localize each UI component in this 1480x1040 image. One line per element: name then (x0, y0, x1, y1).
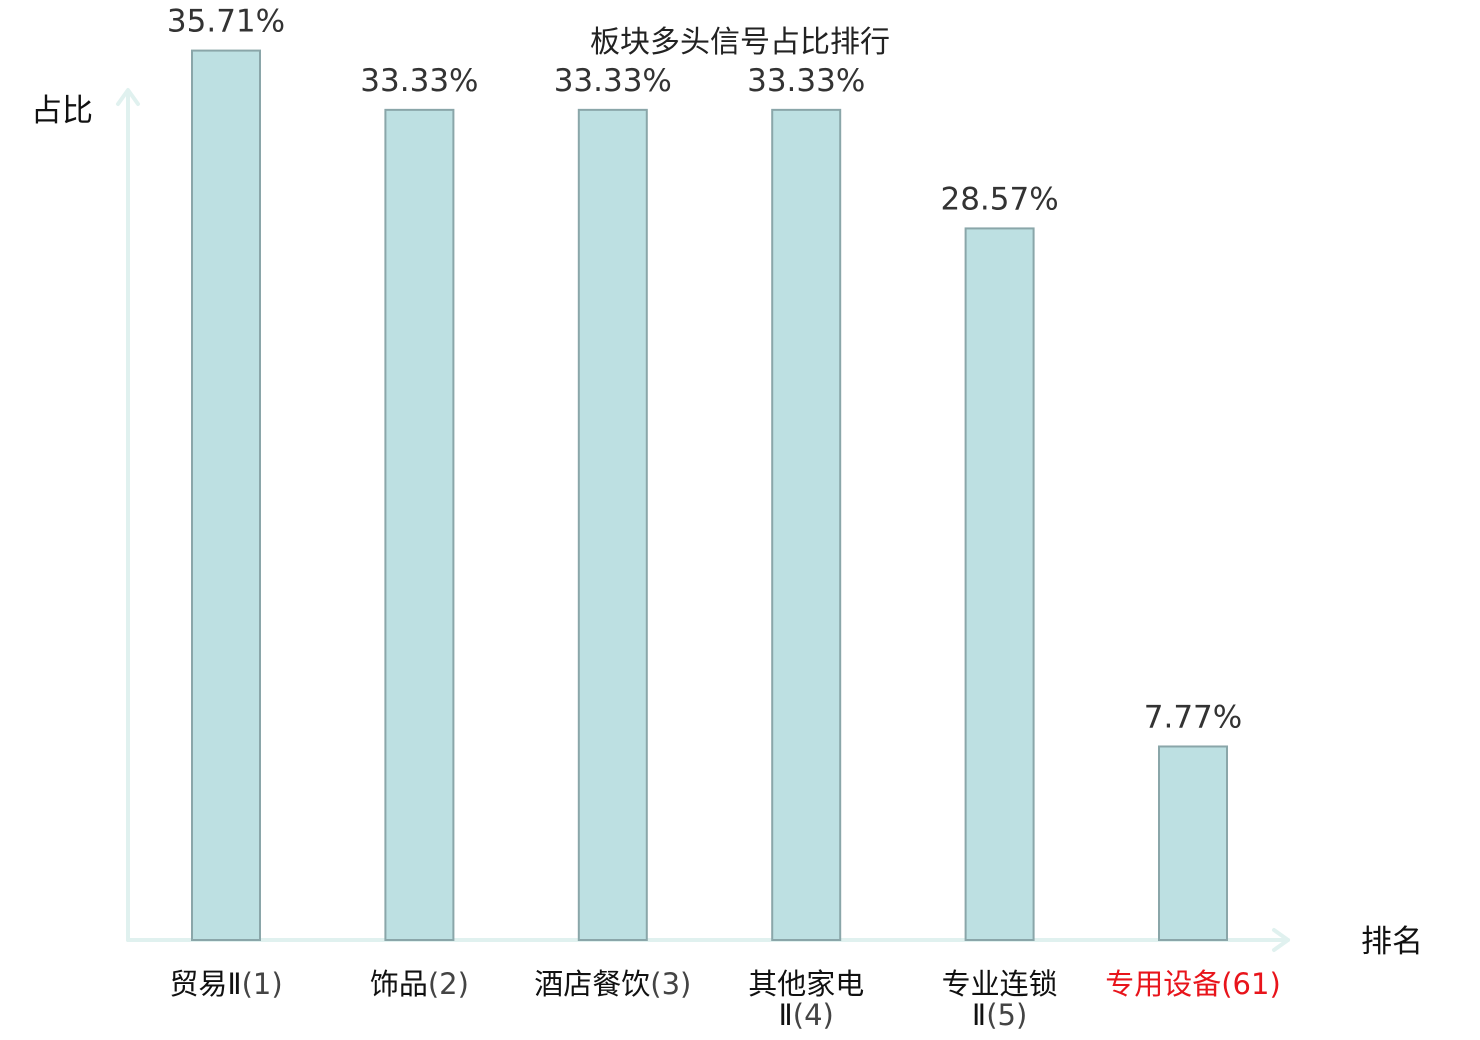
x-tick-label: 饰品(2) (370, 967, 469, 1001)
bar (384, 108, 455, 942)
y-axis-label: 占比 (31, 93, 93, 129)
bar (1158, 745, 1228, 942)
chart-title: 板块多头信号占比排行 (590, 25, 890, 60)
data-label: 33.33% (360, 63, 478, 99)
x-tick-label: 酒店餐饮(3) (534, 967, 691, 1001)
x-tick-label: 专用设备(61) (1105, 967, 1281, 1001)
bars-group (191, 49, 1228, 942)
x-tick-label: 其他家电 Ⅱ(4) (748, 967, 864, 1032)
data-label: 33.33% (554, 63, 672, 99)
x-tick-label: 专业连锁 Ⅱ(5) (942, 967, 1058, 1032)
bar (964, 227, 1035, 942)
bar (577, 108, 648, 942)
data-label: 7.77% (1144, 699, 1242, 735)
x-axis-arrow (1272, 928, 1290, 952)
data-label: 28.57% (940, 181, 1058, 217)
category-labels-group: 贸易Ⅱ(1) 饰品(2) 酒店餐饮(3) 其他家电 Ⅱ(4) 专业连锁 Ⅱ(5) 专用设备(6… (169, 967, 1280, 1032)
data-label: 35.71% (167, 4, 285, 40)
data-label: 33.33% (747, 63, 865, 99)
x-axis-label: 排名 (1361, 924, 1423, 960)
bar (771, 108, 842, 942)
x-tick-label: 贸易Ⅱ(1) (169, 967, 282, 1001)
value-labels-group: 35.71% 33.33% 33.33% 33.33% 28.57% 7.77% (167, 4, 1242, 736)
axes (116, 88, 1290, 952)
bar (191, 49, 261, 941)
